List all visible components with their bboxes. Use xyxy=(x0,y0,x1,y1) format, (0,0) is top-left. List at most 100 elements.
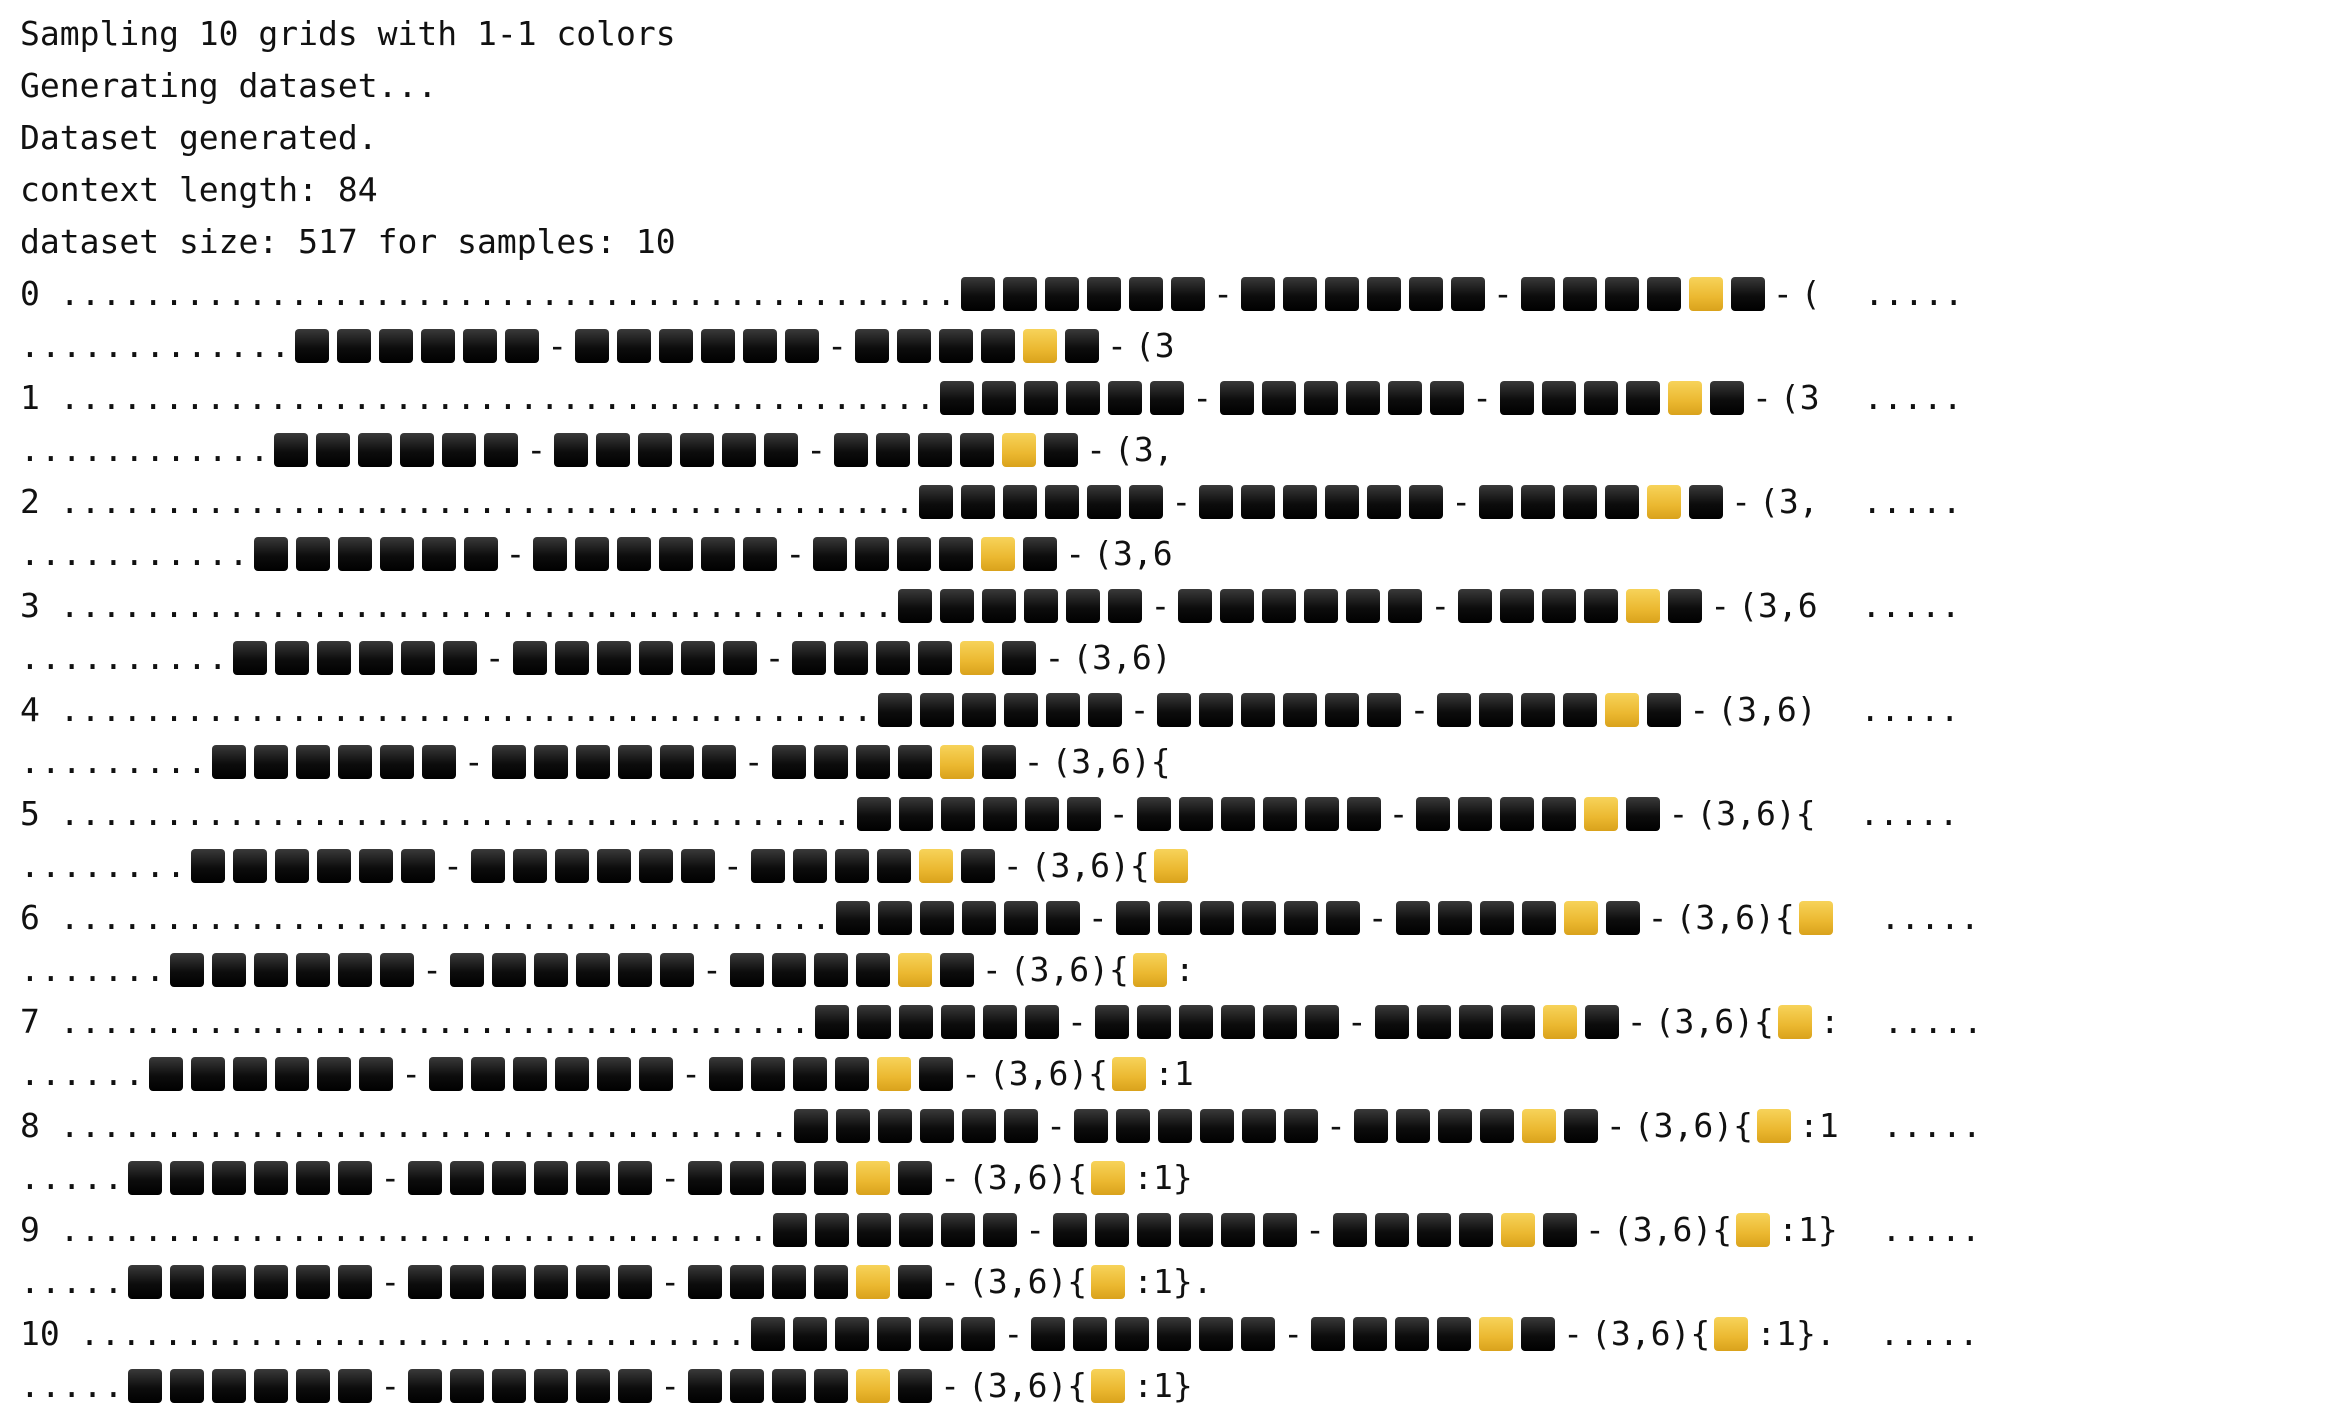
sample-line: 0 ......................................… xyxy=(20,268,2340,320)
separator: - xyxy=(1108,794,1129,833)
black-cell-icon xyxy=(338,1161,373,1195)
black-cell-icon xyxy=(317,1057,352,1091)
sequence-text: :1 xyxy=(1798,1106,1839,1145)
separator: - xyxy=(1025,1210,1046,1249)
grid-sequence: - - - (3,6 xyxy=(250,528,1173,580)
black-cell-icon xyxy=(961,901,996,935)
black-cell-icon xyxy=(1282,277,1317,311)
black-cell-icon xyxy=(337,329,372,363)
separator: - xyxy=(380,1158,401,1197)
black-cell-icon xyxy=(1458,797,1493,831)
black-cell-icon xyxy=(618,1369,653,1403)
sample-line-continued: ...... - - - (3,6){:1 xyxy=(20,1048,2340,1100)
black-cell-icon xyxy=(722,433,757,467)
black-cell-icon xyxy=(1500,1005,1535,1039)
grid-sequence: - - - (3,6 xyxy=(894,580,1818,632)
black-cell-icon xyxy=(855,745,890,779)
separator: - xyxy=(1346,1002,1367,1041)
continuation-dots: ..... xyxy=(1819,794,1959,833)
black-cell-icon xyxy=(337,745,372,779)
black-cell-icon xyxy=(1604,277,1639,311)
black-cell-icon xyxy=(492,1161,527,1195)
grid-sequence: - - - (3,6){:1} xyxy=(124,1152,1193,1204)
black-cell-icon xyxy=(463,329,498,363)
black-cell-icon xyxy=(856,797,891,831)
black-cell-icon xyxy=(940,381,975,415)
black-cell-icon xyxy=(1417,1213,1452,1247)
separator: - xyxy=(1044,638,1065,677)
black-cell-icon xyxy=(855,537,890,571)
black-cell-icon xyxy=(296,1265,331,1299)
black-cell-icon xyxy=(898,589,933,623)
grid-sequence: - - - (3, xyxy=(915,476,1819,528)
black-cell-icon xyxy=(1220,797,1255,831)
black-cell-icon xyxy=(1730,277,1765,311)
black-cell-icon xyxy=(1150,381,1185,415)
black-cell-icon xyxy=(981,329,1016,363)
black-cell-icon xyxy=(617,537,652,571)
padding-dots: ..... xyxy=(20,1262,125,1301)
black-cell-icon xyxy=(919,485,954,519)
separator: - xyxy=(1003,1314,1024,1353)
black-cell-icon xyxy=(212,953,247,987)
black-cell-icon xyxy=(1346,589,1381,623)
black-cell-icon xyxy=(358,433,393,467)
black-cell-icon xyxy=(1521,485,1556,519)
sequence-text: : xyxy=(1819,1002,1840,1041)
separator: - xyxy=(722,846,743,885)
black-cell-icon xyxy=(1283,693,1318,727)
black-cell-icon xyxy=(814,1265,849,1299)
sequence-text: (3,6) xyxy=(1072,638,1172,677)
black-cell-icon xyxy=(1129,485,1164,519)
black-cell-icon xyxy=(1520,277,1555,311)
sequence-text: (3,6){ xyxy=(967,1262,1088,1301)
black-cell-icon xyxy=(981,745,1016,779)
separator: - xyxy=(484,638,505,677)
padding-dots: ....................................... xyxy=(59,690,874,729)
yellow-cell-icon xyxy=(1091,1265,1126,1299)
black-cell-icon xyxy=(1199,485,1234,519)
black-cell-icon xyxy=(254,1161,289,1195)
black-cell-icon xyxy=(617,953,652,987)
padding-dots: ..... xyxy=(20,1158,125,1197)
black-cell-icon xyxy=(1366,277,1401,311)
black-cell-icon xyxy=(421,537,456,571)
sequence-text: (3,6){ xyxy=(1051,742,1171,781)
black-cell-icon xyxy=(878,1109,913,1143)
black-cell-icon xyxy=(1066,589,1101,623)
black-cell-icon xyxy=(128,1369,163,1403)
black-cell-icon xyxy=(233,1057,268,1091)
black-cell-icon xyxy=(1437,693,1472,727)
black-cell-icon xyxy=(1074,1109,1108,1143)
black-cell-icon xyxy=(1408,277,1443,311)
black-cell-icon xyxy=(639,1057,674,1091)
separator: - xyxy=(1585,1210,1605,1249)
yellow-cell-icon xyxy=(1479,1317,1514,1351)
sequence-text: :1}. xyxy=(1133,1262,1213,1301)
separator: - xyxy=(526,430,547,469)
black-cell-icon xyxy=(688,1161,723,1195)
black-cell-icon xyxy=(1668,589,1703,623)
grid-sequence: - - -( xyxy=(957,268,1821,320)
sequence-text: (3,6){ xyxy=(1675,898,1795,937)
black-cell-icon xyxy=(274,849,309,883)
black-cell-icon xyxy=(1353,1317,1388,1351)
black-cell-icon xyxy=(899,1005,933,1039)
black-cell-icon xyxy=(212,1161,247,1195)
black-cell-icon xyxy=(1583,381,1618,415)
black-cell-icon xyxy=(1221,1213,1256,1247)
black-cell-icon xyxy=(939,537,974,571)
log-line: Generating dataset... xyxy=(20,66,438,105)
black-cell-icon xyxy=(1395,901,1430,935)
grid-sequence: - - - (3,6){:1} xyxy=(124,1360,1193,1412)
black-cell-icon xyxy=(337,537,372,571)
black-cell-icon xyxy=(1242,1109,1276,1143)
black-cell-icon xyxy=(128,1161,163,1195)
black-cell-icon xyxy=(1087,485,1122,519)
black-cell-icon xyxy=(1241,1317,1276,1351)
black-cell-icon xyxy=(1562,277,1597,311)
black-cell-icon xyxy=(491,745,526,779)
padding-dots: .................................. xyxy=(59,1210,770,1249)
black-cell-icon xyxy=(1066,381,1101,415)
sequence-text: (3,6){ xyxy=(1612,1210,1733,1249)
